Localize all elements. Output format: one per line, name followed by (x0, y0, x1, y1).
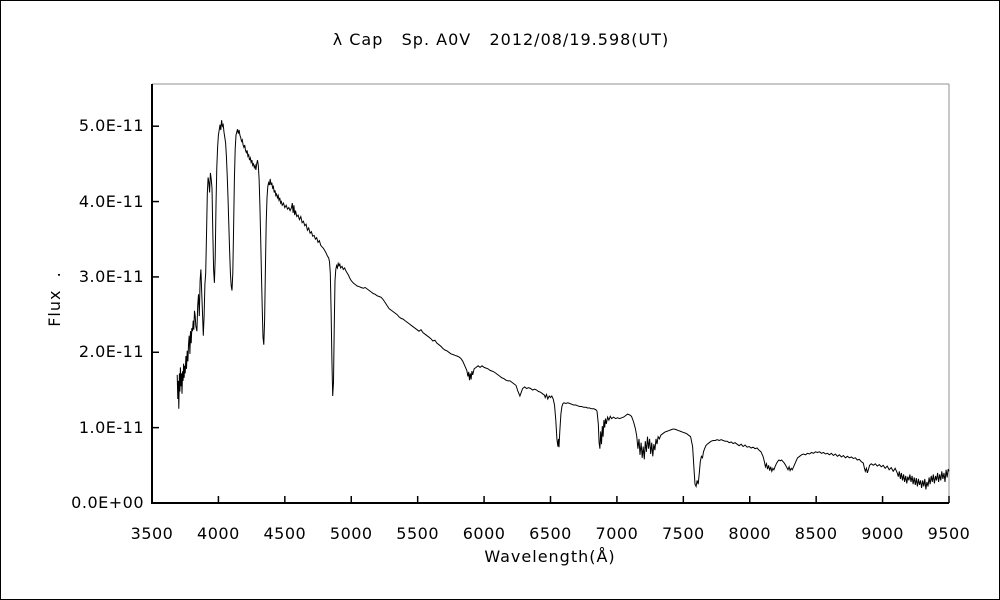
y-tick-label: 2.0E-11 (78, 342, 144, 362)
x-tick-label-5500: 5500 (396, 524, 440, 543)
y-tick-label: 4.0E-11 (78, 191, 144, 211)
x-tick-label-6000: 6000 (462, 524, 506, 543)
y-tick-label: 3.0E-11 (78, 266, 144, 286)
y-tick-label: 5.0E-11 (78, 116, 144, 136)
x-tick-label-3500: 3500 (130, 524, 174, 543)
y-tick-label: 1.0E-11 (78, 417, 144, 437)
x-tick-label-5000: 5000 (329, 524, 373, 543)
chart-title: λ Cap Sp. A0V 2012/08/19.598(UT) (332, 30, 670, 49)
x-tick-label-4500: 4500 (263, 524, 307, 543)
spectrum-line (176, 120, 950, 490)
x-tick-label-8000: 8000 (728, 524, 772, 543)
x-axis-label: Wavelength(Å) (484, 547, 616, 566)
x-tick-label-9000: 9000 (861, 524, 904, 543)
y-tick-label: 0.0E+00 (71, 493, 144, 512)
x-tick-label-7500: 7500 (661, 524, 705, 543)
x-tick-label-7000: 7000 (595, 524, 639, 543)
x-tick-label-9500: 9500 (927, 524, 971, 543)
x-tick-label-4000: 4000 (197, 524, 240, 543)
x-tick-label-6500: 6500 (529, 524, 572, 543)
x-tick-label-8500: 8500 (794, 524, 838, 543)
